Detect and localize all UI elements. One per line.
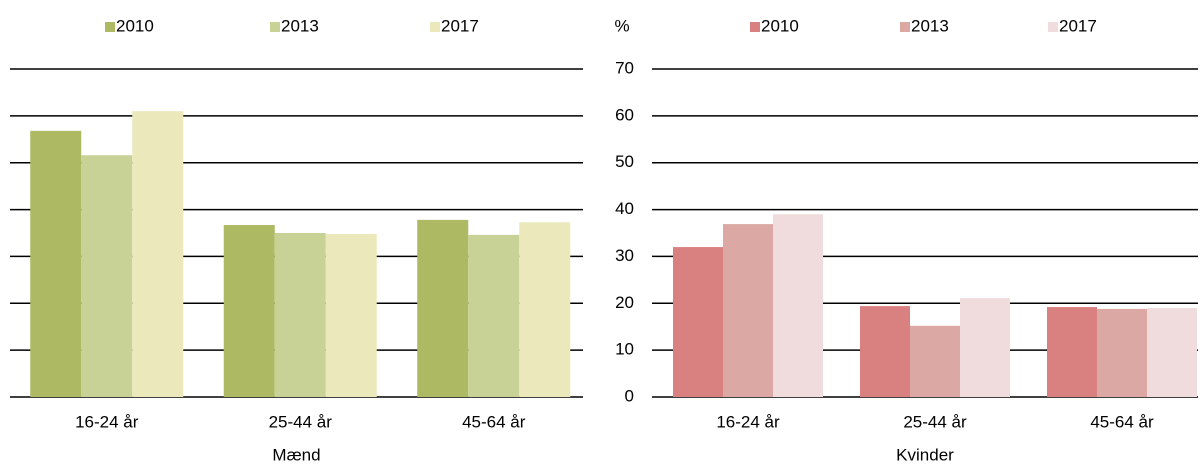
bar: [274, 233, 326, 397]
x-tick-label: 16-24 år: [75, 412, 139, 431]
legend-label: 2017: [1059, 16, 1097, 35]
bar: [132, 111, 184, 398]
x-tick-label: 25-44 år: [903, 412, 967, 431]
y-tick-label: 70: [615, 58, 634, 77]
bar: [910, 325, 960, 397]
legend-label: 2010: [116, 16, 154, 35]
y-tick-label: 60: [615, 105, 634, 124]
bar: [1047, 307, 1097, 397]
x-tick-label: 25-44 år: [269, 412, 333, 431]
bar: [223, 225, 275, 397]
legend-swatch: [105, 22, 115, 32]
y-tick-label: 0: [625, 386, 634, 405]
bar: [81, 155, 133, 397]
bar: [30, 130, 82, 397]
bar: [1097, 308, 1147, 397]
legend-swatch: [900, 22, 910, 32]
legend-label: 2017: [441, 16, 479, 35]
x-axis-label: Kvinder: [896, 445, 954, 464]
x-axis-label: Mænd: [272, 445, 320, 464]
legend-label: 2013: [281, 16, 319, 35]
bar: [519, 222, 571, 397]
legend-label: 2013: [911, 16, 949, 35]
bar: [417, 219, 469, 397]
bar: [723, 224, 773, 397]
bar: [960, 298, 1010, 397]
y-tick-label: 20: [615, 293, 634, 312]
bar: [860, 306, 910, 397]
y-tick-label: 10: [615, 340, 634, 359]
legend-swatch: [750, 22, 760, 32]
y-tick-label: 50: [615, 152, 634, 171]
bar: [673, 247, 723, 397]
x-tick-label: 16-24 år: [716, 412, 780, 431]
legend-swatch: [270, 22, 280, 32]
x-tick-label: 45-64 år: [462, 412, 526, 431]
y-axis-label: %: [614, 16, 629, 35]
y-tick-label: 40: [615, 199, 634, 218]
x-tick-label: 45-64 år: [1090, 412, 1154, 431]
bar: [325, 233, 377, 397]
bar: [773, 214, 823, 397]
bar: [1147, 307, 1197, 397]
bar: [468, 234, 520, 397]
legend-swatch: [430, 22, 440, 32]
y-tick-label: 30: [615, 246, 634, 265]
legend-label: 2010: [761, 16, 799, 35]
legend-swatch: [1048, 22, 1058, 32]
